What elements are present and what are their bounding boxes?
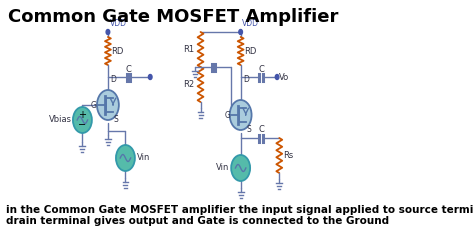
Text: G: G bbox=[91, 100, 97, 110]
Text: C: C bbox=[258, 64, 264, 73]
Circle shape bbox=[275, 74, 279, 80]
Text: R1: R1 bbox=[183, 45, 195, 54]
Circle shape bbox=[106, 30, 110, 34]
Text: Common Gate MOSFET Amplifier: Common Gate MOSFET Amplifier bbox=[8, 8, 338, 26]
Circle shape bbox=[73, 107, 92, 133]
Text: Vbias: Vbias bbox=[48, 116, 72, 124]
Text: C: C bbox=[126, 64, 131, 73]
Text: S: S bbox=[246, 125, 251, 134]
Text: drain terminal gives output and Gate is connected to the Ground: drain terminal gives output and Gate is … bbox=[6, 216, 389, 226]
Text: in the Common Gate MOSFET amplifier the input signal applied to source terminal,: in the Common Gate MOSFET amplifier the … bbox=[6, 205, 474, 215]
Text: −: − bbox=[78, 120, 86, 130]
Text: D: D bbox=[243, 75, 249, 85]
Text: VDD: VDD bbox=[242, 19, 259, 28]
Text: D: D bbox=[110, 75, 116, 85]
Text: Rs: Rs bbox=[283, 151, 293, 160]
Circle shape bbox=[231, 155, 250, 181]
Circle shape bbox=[230, 100, 252, 130]
Text: C: C bbox=[258, 125, 264, 134]
Text: Vo: Vo bbox=[279, 72, 289, 82]
Text: VDD: VDD bbox=[110, 19, 127, 28]
Text: S: S bbox=[114, 116, 118, 124]
Text: +: + bbox=[78, 110, 86, 120]
Text: RD: RD bbox=[111, 47, 124, 56]
Text: Vin: Vin bbox=[137, 154, 150, 162]
Circle shape bbox=[116, 145, 135, 171]
Text: G: G bbox=[225, 111, 230, 120]
Text: R2: R2 bbox=[183, 80, 195, 89]
Text: RD: RD bbox=[244, 47, 256, 56]
Circle shape bbox=[97, 90, 119, 120]
Circle shape bbox=[239, 30, 243, 34]
Text: Vin: Vin bbox=[216, 163, 229, 173]
Circle shape bbox=[148, 74, 152, 80]
